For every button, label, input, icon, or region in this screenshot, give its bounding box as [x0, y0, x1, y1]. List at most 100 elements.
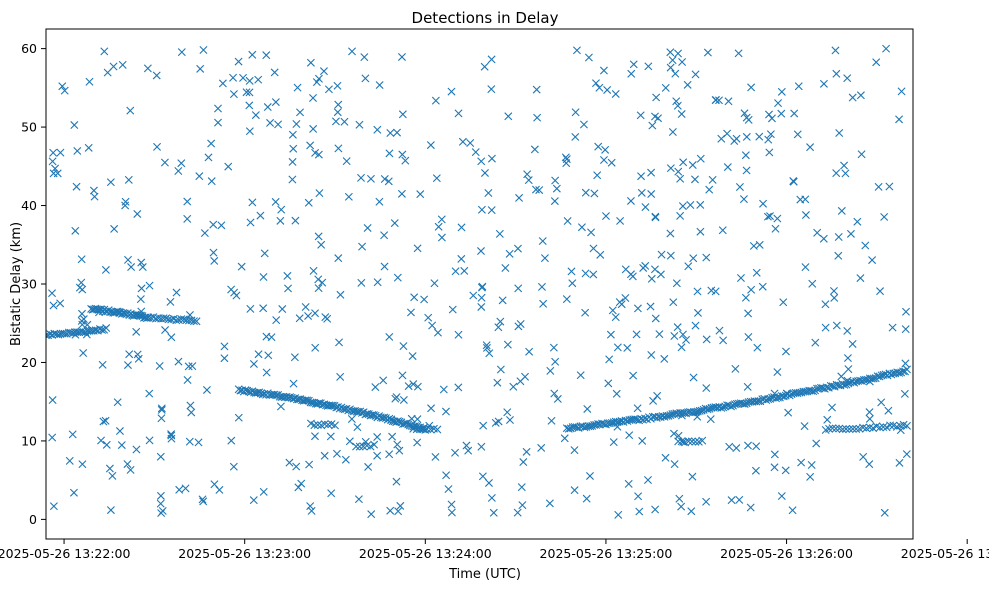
data-point — [480, 168, 489, 177]
data-point — [370, 440, 379, 449]
data-point — [627, 69, 636, 78]
data-point — [439, 385, 448, 394]
data-point — [651, 314, 660, 323]
data-point — [183, 375, 192, 384]
data-point — [375, 197, 384, 206]
data-point — [505, 249, 514, 258]
data-point — [454, 383, 463, 392]
data-point — [183, 214, 192, 223]
data-point — [882, 44, 891, 53]
data-point — [493, 378, 502, 387]
data-point — [531, 185, 540, 194]
data-point — [145, 389, 154, 398]
data-point — [583, 404, 592, 413]
data-point — [264, 351, 273, 360]
data-point — [423, 425, 432, 434]
data-point — [691, 70, 700, 79]
data-point — [409, 424, 418, 433]
data-point — [668, 56, 677, 65]
data-point — [320, 451, 329, 460]
data-point — [49, 301, 58, 310]
data-point — [480, 62, 489, 71]
data-point — [865, 414, 874, 423]
data-point — [118, 60, 127, 69]
data-point — [611, 89, 620, 98]
data-point — [651, 505, 660, 514]
data-point — [533, 113, 542, 122]
data-point — [123, 361, 132, 370]
data-point — [901, 359, 910, 368]
data-point — [341, 455, 350, 464]
data-point — [621, 294, 630, 302]
data-point — [234, 413, 243, 422]
data-point — [82, 330, 91, 339]
data-point — [373, 125, 382, 134]
data-point — [454, 109, 463, 118]
data-point — [189, 317, 198, 326]
data-point — [601, 212, 610, 221]
data-point — [313, 420, 322, 429]
data-point — [747, 285, 756, 294]
data-point — [352, 442, 361, 451]
data-point — [848, 339, 857, 348]
data-point — [599, 66, 608, 75]
data-point — [192, 317, 201, 326]
data-point — [457, 254, 466, 263]
data-point — [744, 309, 753, 318]
data-point — [393, 273, 402, 282]
data-point — [725, 442, 734, 451]
data-point — [276, 402, 285, 411]
y-tick-label: 60 — [21, 41, 37, 56]
data-point — [48, 433, 57, 442]
data-point — [715, 96, 724, 105]
data-point — [732, 444, 741, 453]
data-point — [315, 189, 324, 198]
data-point — [697, 406, 706, 415]
data-point — [476, 247, 485, 256]
data-point — [297, 479, 306, 488]
data-point — [217, 221, 226, 230]
data-point — [691, 321, 700, 330]
data-point — [113, 398, 122, 407]
data-point — [123, 460, 132, 469]
data-point — [431, 452, 440, 461]
data-point — [537, 443, 546, 452]
data-point — [670, 460, 679, 469]
data-point — [828, 424, 837, 433]
data-point — [678, 57, 687, 66]
data-point — [143, 64, 152, 73]
data-point — [306, 398, 315, 407]
data-point — [641, 203, 650, 212]
data-point — [594, 142, 603, 151]
data-point — [677, 343, 686, 352]
data-point — [49, 169, 58, 178]
data-point — [676, 211, 685, 220]
data-point — [830, 293, 839, 302]
data-point — [777, 492, 786, 501]
data-point — [570, 486, 579, 495]
data-point — [655, 330, 664, 339]
x-tick-label: 2025-05-26 13:23:00 — [178, 546, 311, 561]
data-point — [355, 120, 364, 129]
data-point — [784, 408, 793, 417]
data-point — [865, 460, 874, 469]
data-point — [552, 184, 561, 193]
data-point — [615, 298, 624, 307]
data-point — [371, 383, 380, 392]
data-point — [696, 227, 705, 236]
data-point — [691, 437, 700, 446]
data-point — [571, 132, 580, 141]
data-point — [832, 169, 841, 178]
data-point — [859, 452, 868, 461]
data-point — [808, 279, 817, 288]
data-point — [167, 333, 176, 342]
data-point — [209, 220, 218, 229]
data-point — [825, 424, 834, 433]
data-point — [782, 389, 791, 398]
data-point — [340, 117, 349, 126]
data-point — [649, 396, 658, 405]
data-point — [647, 168, 656, 177]
data-point — [398, 371, 407, 380]
data-point — [202, 385, 211, 394]
data-point — [884, 406, 893, 415]
